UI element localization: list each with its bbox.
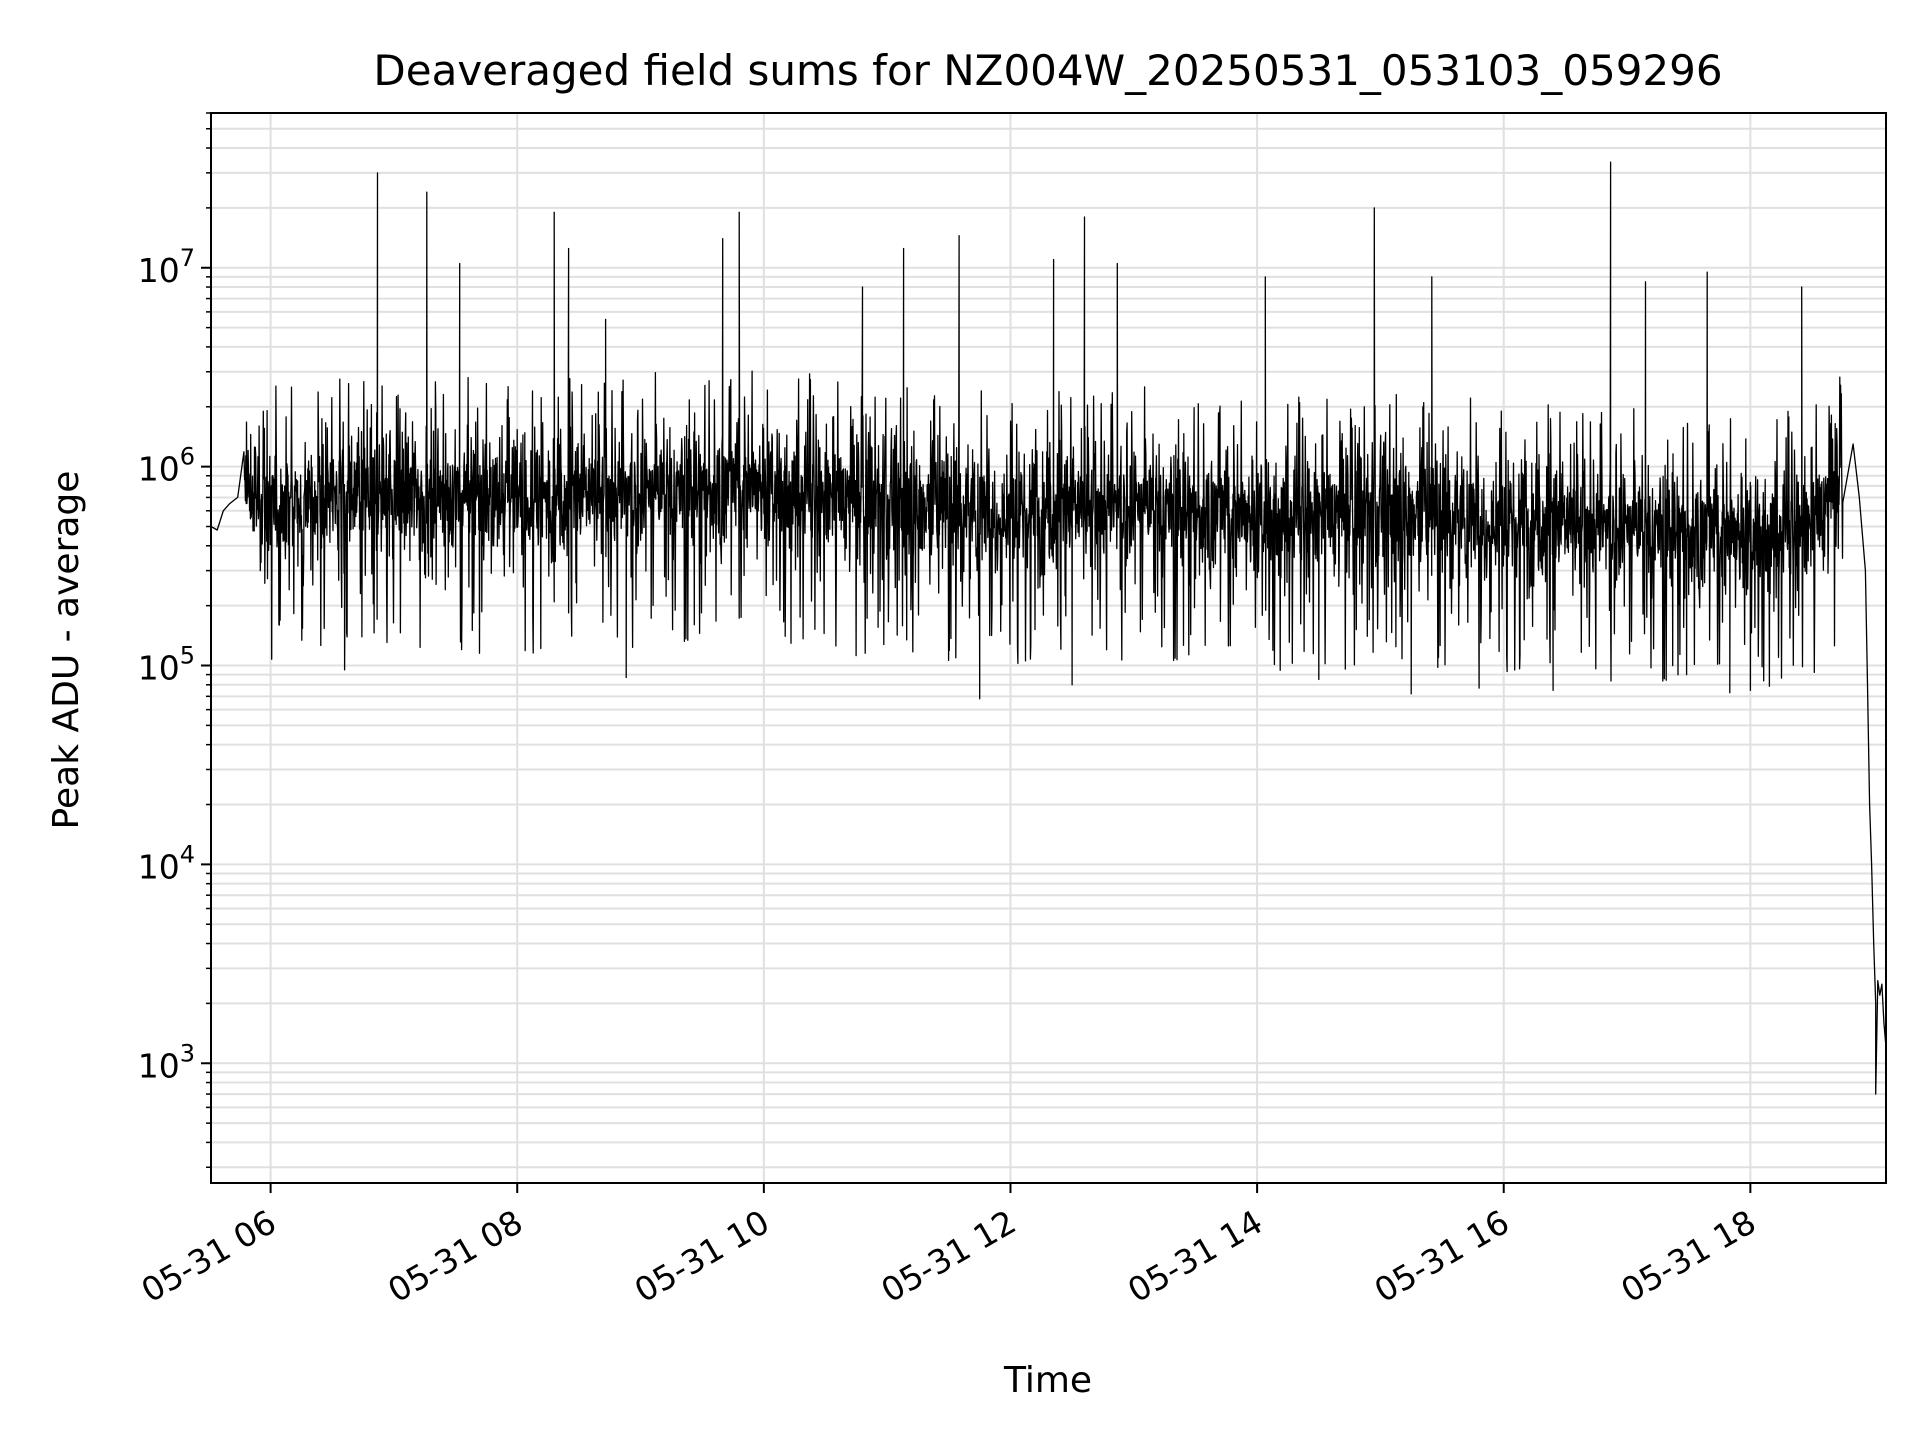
- data-layer: [211, 161, 1886, 1095]
- grid: [211, 112, 1886, 1183]
- x-axis-label: Time: [1003, 1360, 1092, 1401]
- plot-frame: [210, 112, 1887, 1184]
- y-tick-exponent: 5: [180, 642, 195, 670]
- series-line: [211, 161, 1886, 1095]
- y-tick-exponent: 7: [180, 244, 195, 272]
- y-tick-exponent: 4: [180, 840, 195, 868]
- y-tick-exponent: 6: [180, 443, 195, 471]
- y-tick-exponent: 3: [180, 1039, 195, 1067]
- chart-title: Deaveraged field sums for NZ004W_2025053…: [373, 46, 1722, 95]
- y-axis-label: Peak ADU - average: [46, 471, 87, 830]
